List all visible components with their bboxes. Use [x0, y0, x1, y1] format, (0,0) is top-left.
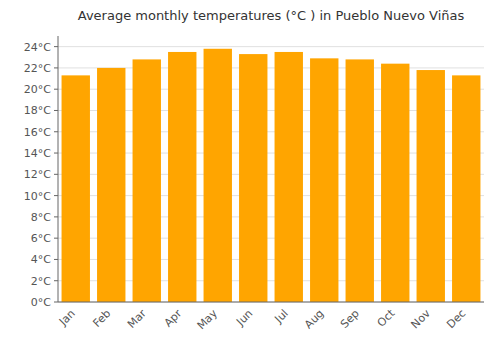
- bar: [452, 75, 480, 302]
- y-tick-label: 20°C: [24, 83, 51, 96]
- x-tick-label: Aug: [302, 307, 326, 331]
- y-tick-label: 16°C: [24, 126, 51, 139]
- y-tick-label: 22°C: [24, 62, 51, 75]
- x-tick-label: Feb: [90, 307, 113, 330]
- bar: [381, 64, 409, 302]
- x-tick-label: Apr: [162, 307, 185, 330]
- y-tick: [54, 131, 58, 132]
- x-tick-label: Oct: [375, 306, 398, 329]
- x-axis-line: [58, 302, 484, 303]
- y-tick-label: 8°C: [31, 211, 51, 224]
- x-axis: Jan Feb Mar Apr May Jun Jul Aug Sep Oct Nov Dec: [56, 302, 484, 332]
- y-tick: [54, 153, 58, 154]
- y-tick: [54, 110, 58, 111]
- y-tick: [54, 238, 58, 239]
- x-tick-label: Jun: [233, 307, 255, 329]
- bar: [239, 54, 267, 302]
- y-axis-line: [58, 36, 59, 302]
- y-tick: [54, 174, 58, 175]
- y-tick: [54, 46, 58, 47]
- y-tick-label: 24°C: [24, 41, 51, 54]
- y-tick-label: 6°C: [31, 232, 51, 245]
- y-tick-label: 12°C: [24, 168, 51, 181]
- bar: [97, 68, 125, 302]
- x-tick-label: Nov: [408, 307, 433, 332]
- y-tick: [54, 195, 58, 196]
- bar: [417, 70, 445, 302]
- y-tick: [54, 89, 58, 90]
- grid: [58, 47, 484, 302]
- chart: Average monthly temperatures (°C ) in Pu…: [0, 0, 500, 350]
- x-tick-label: Sep: [338, 307, 362, 331]
- y-tick-label: 10°C: [24, 190, 51, 203]
- y-tick-label: 4°C: [31, 253, 51, 266]
- title: Average monthly temperatures (°C ) in Pu…: [78, 8, 465, 23]
- y-tick: [54, 216, 58, 217]
- x-tick-label: Jul: [272, 307, 291, 326]
- y-tick: [54, 302, 58, 303]
- bar: [204, 49, 232, 302]
- y-tick: [54, 67, 58, 68]
- chart-container: Average monthly temperatures (°C ) in Pu…: [0, 0, 500, 350]
- bar: [346, 59, 374, 302]
- x-tick-label: May: [195, 307, 221, 333]
- y-tick-label: 18°C: [24, 104, 51, 117]
- grid-line: [58, 302, 484, 303]
- y-tick-label: 0°C: [31, 296, 51, 309]
- bar: [168, 52, 196, 302]
- bar: [275, 52, 303, 302]
- y-tick-label: 2°C: [31, 275, 51, 288]
- y-tick: [54, 280, 58, 281]
- bar: [133, 59, 161, 302]
- x-tick-label: Mar: [125, 307, 149, 331]
- x-tick-label: Dec: [444, 307, 468, 331]
- y-tick: [54, 259, 58, 260]
- x-tick-label: Jan: [56, 307, 78, 329]
- bars: [62, 49, 481, 302]
- grid-line: [58, 46, 484, 47]
- bar: [62, 75, 90, 302]
- bar: [310, 58, 338, 302]
- y-tick-label: 14°C: [24, 147, 51, 160]
- y-axis: 0°C 2°C 4°C 6°C 8°C 10°C 12°C 14°C 16°C 18°C 20°C 2…: [24, 36, 58, 309]
